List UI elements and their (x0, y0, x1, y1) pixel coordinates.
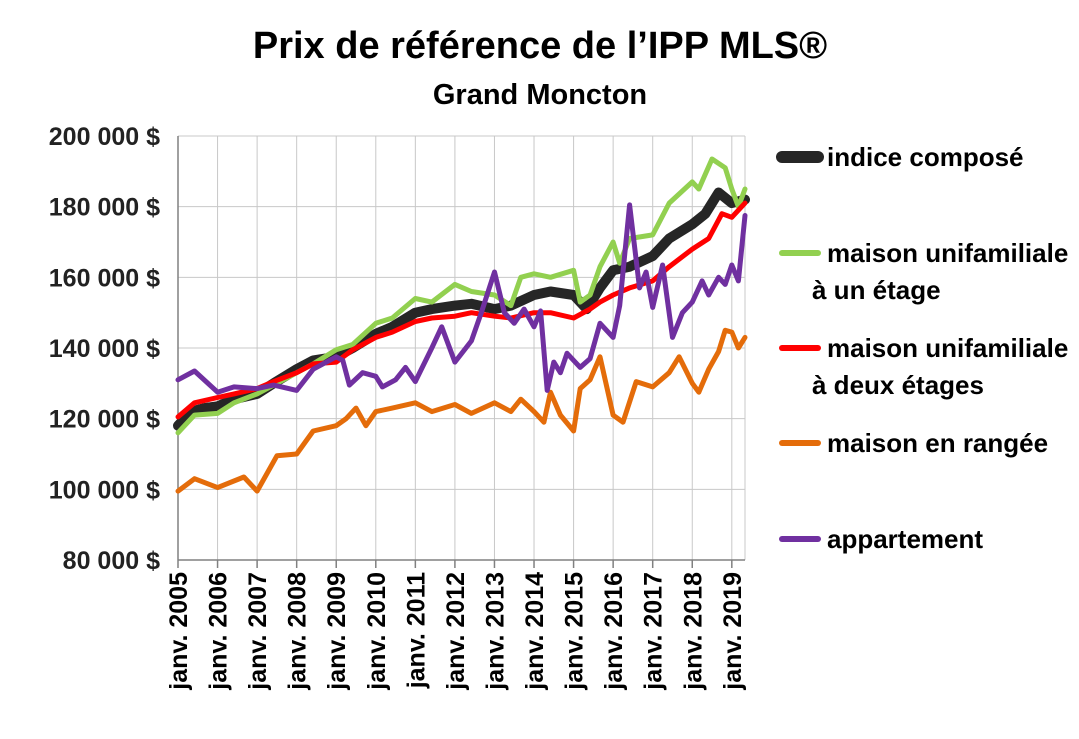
x-tick-label: janv. 2012 (442, 572, 470, 691)
y-tick-label: 100 000 $ (49, 476, 160, 504)
y-axis-tick-labels: 80 000 $ 100 000 $ 120 000 $ 140 000 $ 160 0… (49, 123, 160, 575)
x-tick-label: janv. 2017 (640, 572, 668, 691)
legend-label: maison en rangée (827, 428, 1048, 458)
x-tick-label: janv. 2010 (363, 572, 391, 691)
y-tick-label: 140 000 $ (49, 335, 160, 363)
y-tick-label: 200 000 $ (49, 123, 160, 151)
x-tick-label: janv. 2005 (165, 572, 193, 691)
series-line-2 (175, 156, 748, 436)
x-tick-label: janv. 2019 (719, 572, 747, 691)
legend-label: maison unifamiliale à deux étages (812, 333, 1068, 400)
x-axis-tick-labels: janv. 2005 janv. 2006 janv. 2007 janv. 2008… (165, 572, 747, 691)
x-tick-label: janv. 2007 (244, 572, 272, 691)
series-line-4 (175, 327, 748, 494)
x-tick-label: janv. 2015 (561, 572, 589, 691)
legend: indice composé maison unifamiliale à un ét… (776, 142, 1068, 554)
grid-lines (177, 135, 746, 561)
x-tick-label: janv. 2013 (481, 572, 509, 691)
plot-series (173, 156, 750, 494)
y-tick-label: 80 000 $ (63, 547, 160, 575)
chart-subtitle: Grand Moncton (433, 79, 647, 111)
series-line-5 (175, 202, 748, 395)
legend-label: maison unifamiliale à un étage (812, 238, 1068, 305)
x-tick-label: janv. 2008 (284, 572, 312, 691)
legend-label: indice composé (827, 142, 1024, 172)
y-tick-label: 180 000 $ (49, 194, 160, 222)
x-tick-label: janv. 2006 (205, 572, 233, 691)
y-tick-label: 160 000 $ (49, 264, 160, 292)
x-tick-label: janv. 2016 (600, 572, 628, 691)
x-tick-label: janv. 2011 (402, 572, 430, 689)
legend-label: appartement (827, 524, 983, 554)
x-tick-label: janv. 2009 (323, 572, 351, 691)
y-tick-label: 120 000 $ (49, 406, 160, 434)
x-tick-label: janv. 2014 (521, 572, 549, 691)
chart-title: Prix de référence de l’IPP MLS® (253, 25, 827, 67)
x-tick-label: janv. 2018 (679, 572, 707, 691)
